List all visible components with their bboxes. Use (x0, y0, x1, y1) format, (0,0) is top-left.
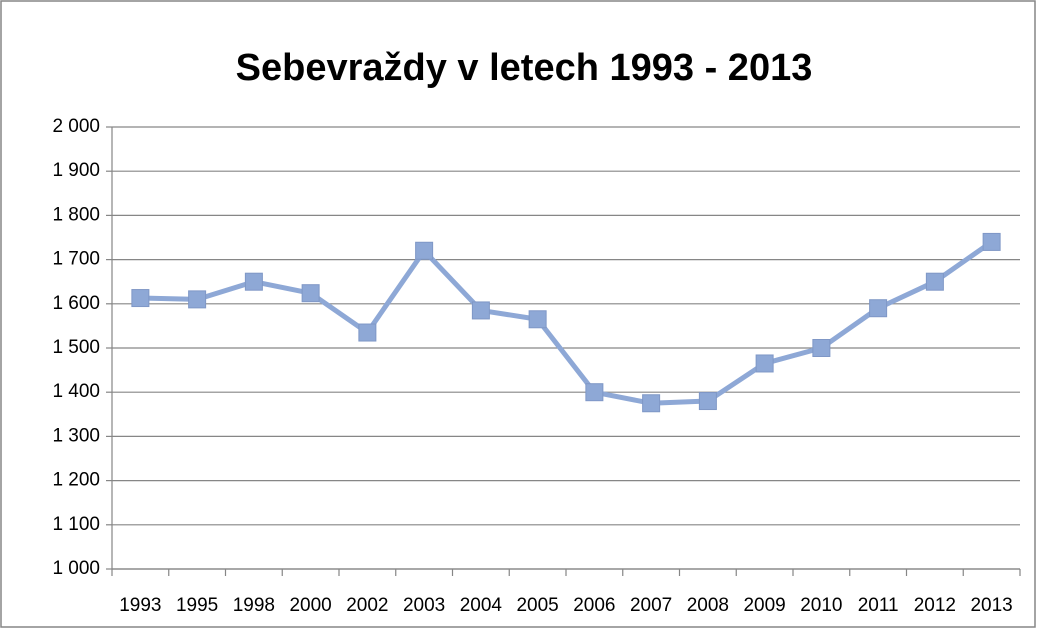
x-tick-label: 2007 (630, 595, 672, 616)
y-tick-label: 1 200 (52, 470, 100, 491)
marker (301, 284, 320, 303)
y-tick-label: 1 100 (52, 514, 100, 535)
y-tick-label: 1 300 (52, 425, 100, 446)
x-tick-label: 2010 (800, 595, 842, 616)
marker (982, 232, 1001, 251)
marker (131, 289, 150, 308)
y-tick-label: 1 900 (52, 160, 100, 181)
x-tick-label: 2002 (346, 595, 388, 616)
y-tick-label: 1 400 (52, 381, 100, 402)
x-tick-label: 2008 (687, 595, 729, 616)
x-tick-label: 2006 (573, 595, 615, 616)
x-tick-label: 1993 (119, 595, 161, 616)
y-tick-label: 1 800 (52, 204, 100, 225)
x-tick-label: 2012 (914, 595, 956, 616)
marker (585, 383, 604, 402)
chart-title: Sebevraždy v letech 1993 - 2013 (236, 47, 813, 89)
marker (188, 290, 207, 309)
x-tick-label: 2013 (970, 595, 1012, 616)
x-tick-label: 1998 (233, 595, 275, 616)
x-tick-label: 2003 (403, 595, 445, 616)
marker (812, 339, 831, 357)
line (140, 239, 994, 406)
y-tick-label: 1 700 (52, 249, 100, 270)
x-tick-label: 1995 (176, 595, 218, 616)
marker (471, 301, 490, 320)
x-tick-label: 2009 (743, 595, 785, 616)
x-tick-label: 2000 (289, 595, 331, 616)
marker (415, 241, 434, 260)
marker (244, 272, 263, 291)
x-tick-label: 2005 (516, 595, 558, 616)
marker (925, 272, 944, 291)
y-tick-label: 2 000 (52, 116, 100, 137)
marker (642, 394, 661, 413)
marker (698, 392, 717, 411)
marker (755, 354, 774, 373)
x-tick-label: 2011 (858, 595, 899, 616)
marker (869, 299, 888, 318)
y-tick-label: 1 600 (52, 293, 100, 314)
x-tick-label: 2004 (460, 595, 503, 616)
y-tick-label: 1 500 (52, 337, 100, 358)
marker (358, 323, 377, 342)
y-tick-label: 1 000 (52, 558, 100, 579)
marker (528, 310, 547, 329)
